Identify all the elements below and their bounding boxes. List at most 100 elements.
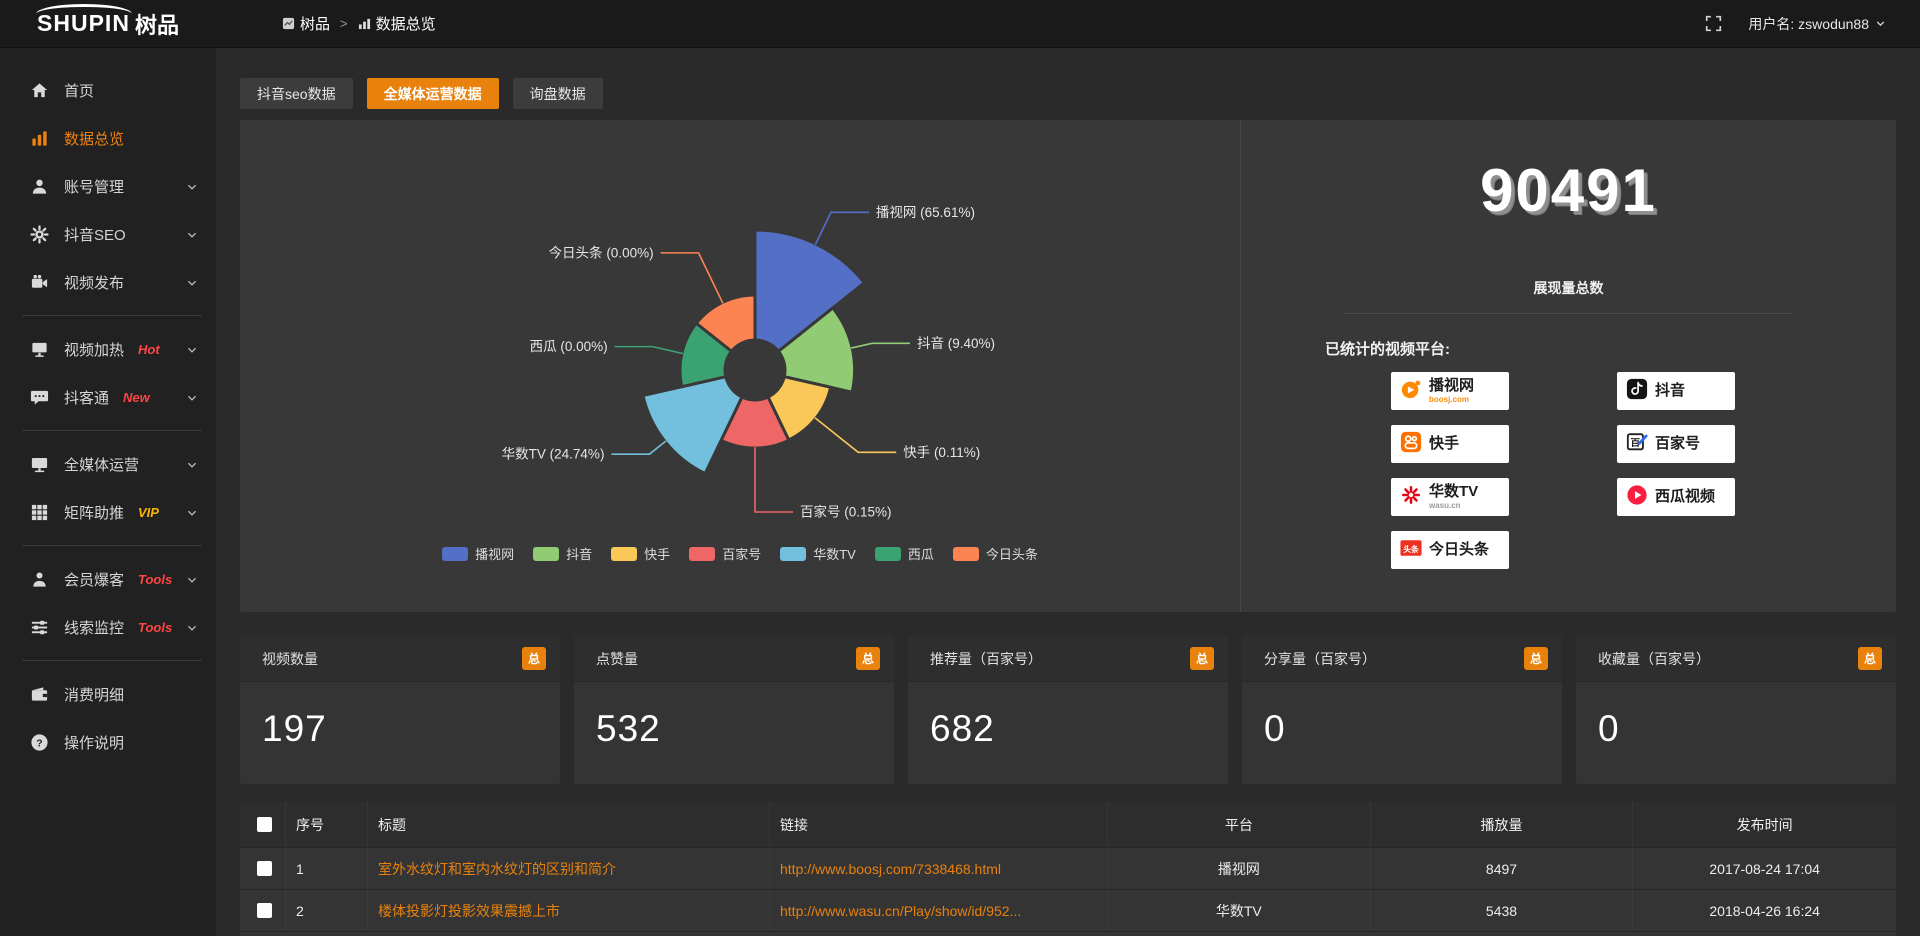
stat-card-title: 点赞量: [596, 650, 638, 667]
sidebar-item-10[interactable]: 会员爆客 Tools: [0, 555, 216, 603]
sidebar-item-badge: New: [123, 389, 150, 405]
row-link[interactable]: http://www.boosj.com/7338468.html: [770, 848, 1108, 889]
legend-item-华数TV[interactable]: 华数TV: [780, 544, 856, 563]
stat-card-title: 收藏量（百家号）: [1598, 650, 1710, 667]
app-icon: [282, 17, 295, 30]
gear-icon: [30, 224, 49, 244]
legend-item-播视网[interactable]: 播视网: [442, 544, 514, 563]
svg-text:?: ?: [36, 738, 42, 749]
sidebar-item-badge: Hot: [138, 341, 160, 357]
pie-sector-抖音[interactable]: [776, 305, 857, 394]
pie-label-line: [754, 447, 793, 513]
summary-divider: [1345, 313, 1792, 314]
sidebar-divider: [22, 660, 202, 661]
legend-label: 抖音: [566, 547, 593, 562]
sidebar-item-label: 视频发布: [64, 274, 125, 292]
pie-sector-华数TV[interactable]: [641, 374, 744, 476]
column-header-链接: 链接: [770, 802, 1108, 847]
stat-card-title: 推荐量（百家号）: [930, 650, 1042, 667]
sidebar-item-label: 首页: [64, 82, 95, 100]
user-menu[interactable]: 用户名: zswodun88: [1748, 14, 1886, 34]
legend-item-快手[interactable]: 快手: [611, 544, 670, 563]
breadcrumb-separator: >: [340, 16, 348, 31]
sidebar-item-8[interactable]: 全媒体运营: [0, 440, 216, 488]
monitor-icon: [30, 455, 49, 474]
sidebar-item-6[interactable]: 视频加热 Hot: [0, 325, 216, 373]
sidebar-item-12[interactable]: 消费明细: [0, 670, 216, 718]
sidebar-item-7[interactable]: 抖客通 New: [0, 373, 216, 421]
sidebar-item-5[interactable]: 视频发布: [0, 258, 216, 306]
sidebar-divider: [22, 430, 202, 431]
pie-label: 百家号 (0.15%): [800, 504, 892, 520]
platforms-title: 已统计的视频平台:: [1325, 341, 1450, 358]
platform-badge-播视网: 播视网 boosj.com: [1391, 372, 1509, 410]
legend-item-今日头条[interactable]: 今日头条: [952, 544, 1038, 563]
stat-card-3: 推荐量（百家号） 总 682: [908, 636, 1228, 784]
stat-card-1: 视频数量 总 197: [240, 636, 560, 784]
logo-text-en: SHUPIN: [37, 10, 130, 36]
pie-label: 快手 (0.11%): [903, 445, 980, 460]
app-logo[interactable]: SHUPIN 树品: [0, 0, 216, 48]
table-body: 1 室外水纹灯和室内水纹灯的区别和简介 http://www.boosj.com/7…: [240, 847, 1896, 931]
select-all-checkbox[interactable]: [257, 817, 272, 832]
pie-sector-今日头条[interactable]: [694, 293, 757, 354]
stat-card-4: 分享量（百家号） 总 0: [1242, 636, 1562, 784]
data-tabs: 抖音seo数据 全媒体运营数据 询盘数据: [240, 78, 1896, 109]
impressions-total-value: 90491: [1480, 157, 1657, 224]
legend-label: 百家号: [722, 547, 762, 562]
tab-1[interactable]: 抖音seo数据: [240, 78, 353, 109]
pie-label: 播视网 (65.61%): [876, 205, 975, 220]
sidebar-item-label: 数据总览: [64, 130, 125, 148]
tab-3[interactable]: 询盘数据: [512, 78, 603, 109]
pie-label: 华数TV (24.74%): [502, 447, 605, 462]
breadcrumb-current[interactable]: 数据总览: [358, 13, 436, 34]
platform-badge-label: 今日头条: [1429, 541, 1490, 558]
pie-sector-播视网[interactable]: [753, 228, 867, 354]
total-badge: 总: [855, 647, 880, 670]
sidebar-item-4[interactable]: 抖音SEO: [0, 210, 216, 258]
platform-badge-sublabel: wasu.cn: [1429, 501, 1461, 510]
chevron-down-icon: [186, 228, 198, 240]
row-checkbox[interactable]: [257, 861, 272, 876]
tab-2[interactable]: 全媒体运营数据: [366, 78, 499, 109]
table-row-1: 1 室外水纹灯和室内水纹灯的区别和简介 http://www.boosj.com/7…: [240, 847, 1896, 889]
sidebar-item-badge: Tools: [138, 571, 173, 587]
table-row-partial: [240, 931, 1896, 936]
row-link[interactable]: http://www.wasu.cn/Play/show/id/952...: [770, 890, 1108, 931]
row-checkbox[interactable]: [257, 903, 272, 918]
sidebar-item-label: 消费明细: [64, 686, 125, 704]
pie-label-line: [850, 342, 910, 349]
fullscreen-icon[interactable]: [1705, 15, 1722, 32]
legend-item-抖音[interactable]: 抖音: [533, 544, 592, 563]
stat-card-value: 0: [1264, 708, 1286, 749]
main-content: 抖音seo数据 全媒体运营数据 询盘数据 播视网 (65.61%) 抖音 (9.40%…: [216, 48, 1920, 936]
sidebar-item-3[interactable]: 账号管理: [0, 162, 216, 210]
row-time: 2017-08-24 17:04: [1709, 860, 1820, 877]
sidebar-item-2[interactable]: 数据总览: [0, 114, 216, 162]
chevron-down-icon: [186, 506, 198, 518]
sidebar-item-label: 操作说明: [64, 734, 125, 752]
row-no: 1: [286, 848, 368, 889]
legend-item-百家号[interactable]: 百家号: [689, 544, 761, 563]
legend-item-西瓜[interactable]: 西瓜: [874, 544, 934, 563]
platform-badge-百家号: 百 百家号: [1617, 425, 1735, 463]
sidebar-item-13[interactable]: ? 操作说明: [0, 718, 216, 766]
row-title[interactable]: 室外水纹灯和室内水纹灯的区别和简介: [368, 848, 770, 889]
legend-swatch: [611, 546, 638, 561]
sidebar-item-9[interactable]: 矩阵助推 VIP: [0, 488, 216, 536]
legend-label: 播视网: [475, 547, 515, 562]
sidebar-item-11[interactable]: 线索监控 Tools: [0, 603, 216, 651]
legend-swatch: [533, 546, 560, 561]
column-header-序号: 序号: [286, 802, 368, 847]
row-plays: 5438: [1371, 890, 1634, 931]
breadcrumb-root[interactable]: 树品: [282, 13, 330, 34]
sidebar-item-1[interactable]: 首页: [0, 66, 216, 114]
column-header-发布时间: 发布时间: [1736, 816, 1793, 833]
sliders-icon: [30, 618, 49, 637]
sidebar-item-label: 线索监控: [64, 619, 125, 637]
sidebar-item-label: 全媒体运营: [64, 456, 140, 474]
chart-legend: 播视网 抖音 快手 百家号 华数TV 西瓜 今日头条: [240, 544, 1240, 563]
chevron-down-icon: [186, 276, 198, 288]
row-title[interactable]: 楼体投影灯投影效果震撼上市: [368, 890, 770, 931]
legend-swatch: [952, 546, 979, 561]
